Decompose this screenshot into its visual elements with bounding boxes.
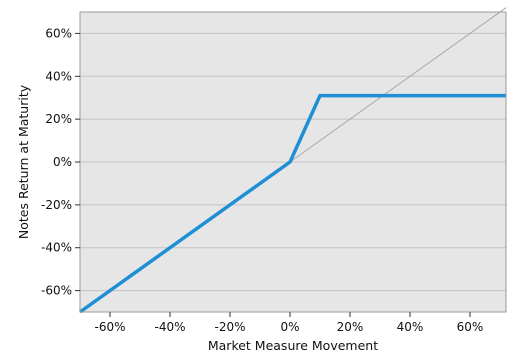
y-tick-label-0: 60%	[45, 26, 72, 40]
x-axis-title: Market Measure Movement	[208, 338, 378, 353]
y-tick-label-2: 20%	[45, 112, 72, 126]
y-tick-label-6: -60%	[41, 284, 72, 298]
x-tick-label-6: 60%	[457, 320, 484, 334]
y-tick-label-4: -20%	[41, 198, 72, 212]
y-tick-label-1: 40%	[45, 69, 72, 83]
x-tick-label-3: 0%	[280, 320, 299, 334]
y-axis-title: Notes Return at Maturity	[16, 84, 31, 239]
x-tick-label-4: 20%	[337, 320, 364, 334]
y-tick-label-5: -40%	[41, 241, 72, 255]
x-tick-label-0: -60%	[94, 320, 125, 334]
y-axis-ticks: 60% 40% 20% 0% -20% -40% -60%	[41, 26, 80, 297]
x-axis-ticks: -60% -40% -20% 0% 20% 40% 60%	[94, 312, 483, 334]
x-tick-label-5: 40%	[397, 320, 424, 334]
x-tick-label-2: -20%	[214, 320, 245, 334]
y-tick-label-3: 0%	[53, 155, 72, 169]
x-tick-label-1: -40%	[154, 320, 185, 334]
